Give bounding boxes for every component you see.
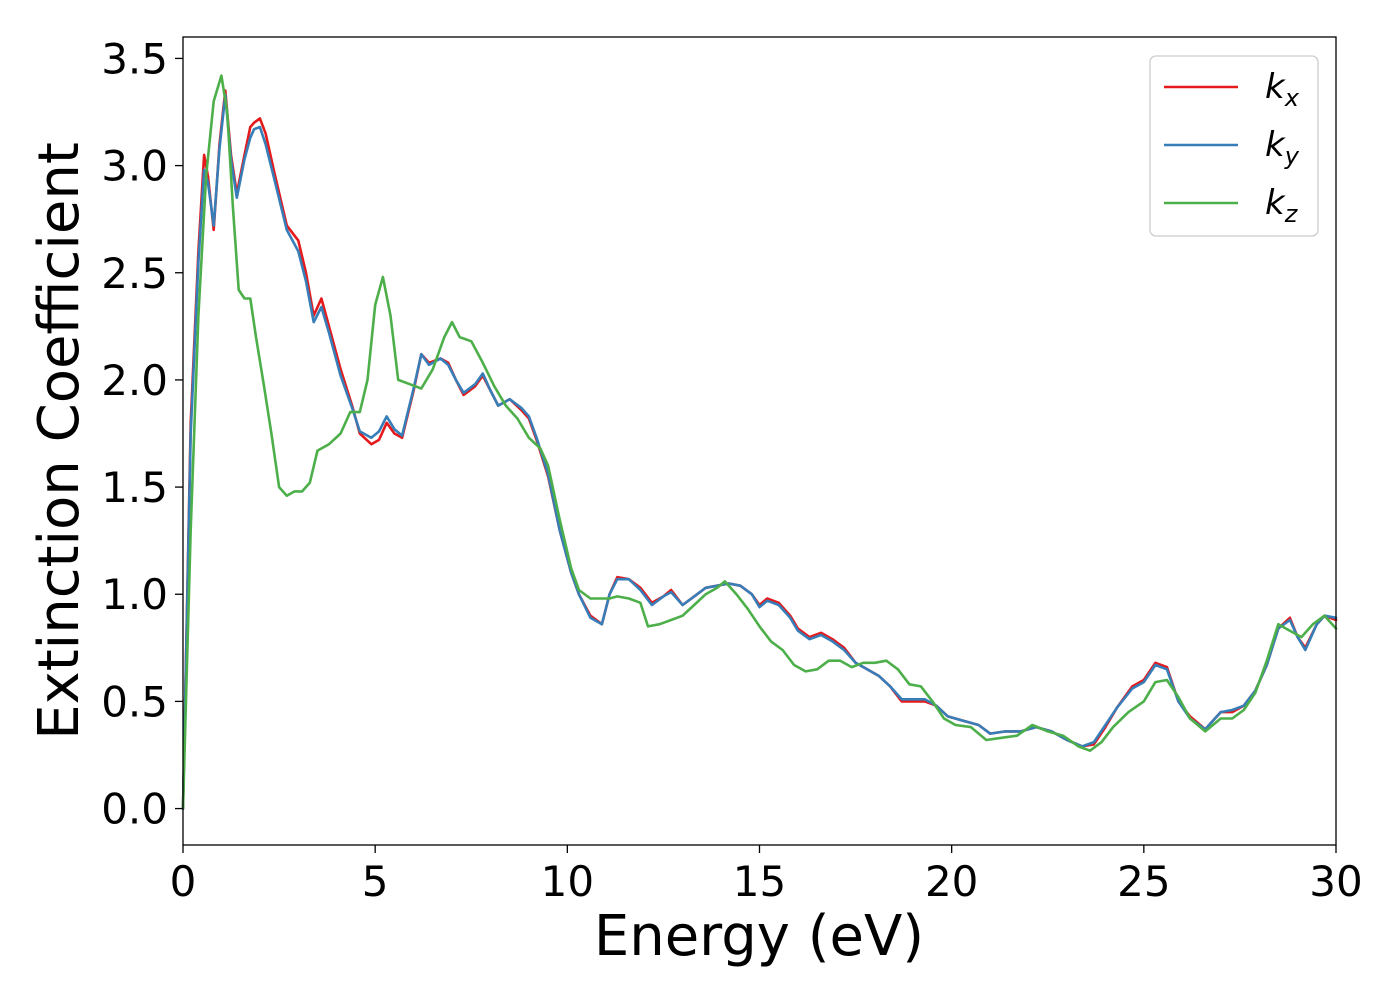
x-tick-label: 15 [733, 857, 786, 906]
legend-label-kx: kx [1265, 67, 1300, 112]
series-layer [181, 74, 1338, 810]
x-axis: 0 5 10 15 20 25 30 [170, 845, 1363, 906]
legend: kx ky kz [1149, 55, 1319, 237]
y-tick-label: 3.0 [101, 142, 168, 191]
y-tick-label: 1.5 [101, 463, 168, 512]
x-tick-label: 30 [1309, 857, 1362, 906]
x-tick-label: 20 [925, 857, 978, 906]
y-tick-label: 2.0 [101, 356, 168, 405]
series-line-ky [181, 93, 1338, 810]
x-tick-label: 0 [170, 857, 197, 906]
y-tick-label: 3.5 [101, 34, 168, 83]
legend-label-ky: ky [1265, 125, 1300, 170]
x-tick-label: 10 [541, 857, 594, 906]
x-tick-label: 25 [1117, 857, 1170, 906]
y-tick-label: 0.5 [101, 677, 168, 726]
y-axis: 0.0 0.5 1.0 1.5 2.0 2.5 3.0 3.5 [101, 34, 183, 834]
y-tick-label: 0.0 [101, 785, 168, 834]
x-tick-label: 5 [362, 857, 389, 906]
y-tick-label: 2.5 [101, 249, 168, 298]
series-line-kz [181, 74, 1338, 810]
legend-label-kz: kz [1265, 183, 1299, 228]
y-tick-label: 1.0 [101, 570, 168, 619]
y-axis-title: Extinction Coefficient [27, 142, 92, 740]
x-axis-title: Energy (eV) [594, 904, 924, 969]
